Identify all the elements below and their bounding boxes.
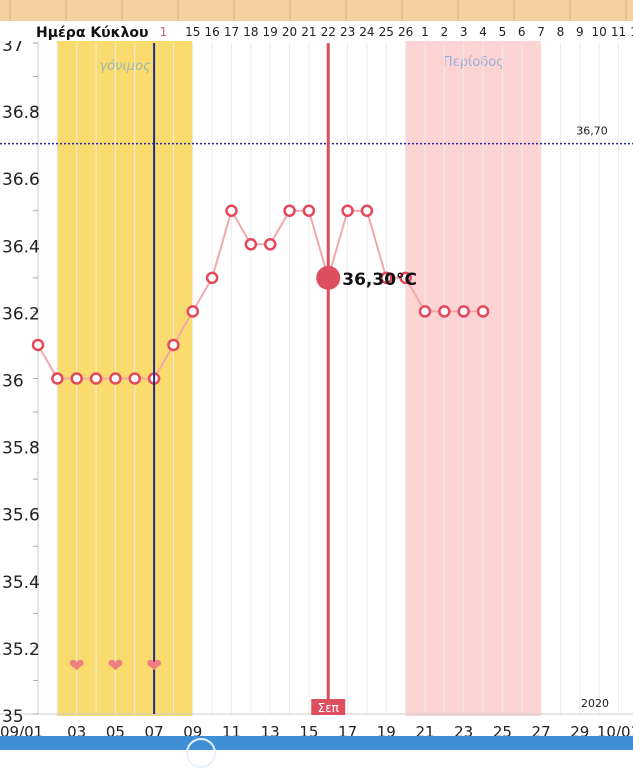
- heart-icon: ❤: [146, 655, 162, 677]
- cycle-day-number: 24: [359, 25, 374, 39]
- cycle-day-number: 23: [340, 25, 355, 39]
- temperature-point[interactable]: [418, 305, 432, 318]
- home-icon[interactable]: [186, 738, 216, 768]
- heart-icon: ❤: [107, 655, 123, 677]
- cycle-day-number: 22: [321, 25, 336, 39]
- temperature-point[interactable]: [263, 238, 277, 251]
- y-tick-label: 36.8: [2, 103, 40, 123]
- y-tick-label: 35.8: [2, 439, 40, 459]
- bottom-nav-bar: [0, 736, 633, 768]
- cycle-day-number: 2: [441, 25, 449, 39]
- temperature-point[interactable]: [205, 271, 219, 285]
- temperature-point[interactable]: [70, 372, 83, 385]
- fertile-window-label: γόνιμος: [99, 59, 151, 74]
- selected-point-label: 36,30°C: [342, 270, 417, 290]
- cycle-day-number: 3: [460, 25, 468, 39]
- cycle-day-number: 7: [537, 25, 545, 39]
- temperature-point[interactable]: [186, 305, 200, 318]
- y-tick-label: 36.6: [2, 170, 40, 190]
- temperature-point[interactable]: [283, 204, 296, 217]
- temperature-point[interactable]: [89, 372, 103, 385]
- temperature-point[interactable]: [341, 204, 354, 217]
- selected-point[interactable]: [316, 265, 341, 290]
- y-tick-label: 35: [2, 707, 24, 727]
- temperature-point[interactable]: [438, 305, 451, 318]
- temperature-point[interactable]: [51, 372, 64, 385]
- cycle-day-number: 18: [243, 25, 258, 39]
- bbt-chart[interactable]: γόνιμος Περίοδος 3535.235.435.635.83636.2…: [0, 0, 633, 750]
- temperature-point[interactable]: [225, 204, 238, 217]
- y-tick-label: 35.4: [2, 573, 40, 593]
- cycle-day-number: 9: [576, 25, 584, 39]
- coverline-label: 36,70: [576, 125, 608, 138]
- cycle-day-number: 4: [479, 25, 487, 39]
- temperature-point[interactable]: [128, 372, 141, 385]
- cycle-day-number: 19: [263, 25, 278, 39]
- temperature-point[interactable]: [244, 238, 258, 251]
- cycle-day-number: 16: [205, 25, 220, 39]
- y-tick-label: 36.4: [2, 237, 40, 257]
- cycle-day-number: 10: [592, 25, 607, 39]
- temperature-point[interactable]: [399, 271, 412, 285]
- cycle-day-number: 12: [630, 25, 633, 39]
- y-tick-label: 36: [2, 372, 24, 392]
- cycle-day-row: [0, 21, 633, 41]
- temperature-point[interactable]: [380, 271, 393, 285]
- year-label: 2020: [581, 697, 609, 710]
- cycle-day-number: 1: [160, 25, 168, 39]
- temperature-point[interactable]: [167, 338, 180, 352]
- temperature-point[interactable]: [109, 372, 122, 385]
- cycle-day-number: 20: [282, 25, 297, 39]
- cycle-day-number: 1: [421, 25, 429, 39]
- cycle-day-label: Ημέρα Κύκλου: [36, 25, 149, 41]
- y-tick-label: 35.2: [2, 640, 40, 660]
- cycle-day-number: 26: [398, 25, 413, 39]
- header-background: [0, 0, 633, 21]
- temperature-point[interactable]: [302, 204, 316, 217]
- temperature-point[interactable]: [360, 204, 374, 217]
- cycle-day-number: 21: [301, 25, 316, 39]
- period-band: [405, 41, 541, 716]
- temperature-point[interactable]: [31, 338, 45, 352]
- cycle-day-number: 15: [185, 25, 200, 39]
- cycle-day-number: 17: [224, 25, 239, 39]
- cycle-day-number: 8: [557, 25, 565, 39]
- cycle-day-number: 5: [499, 25, 507, 39]
- period-label: Περίοδος: [443, 55, 504, 70]
- cycle-day-number: 25: [379, 25, 394, 39]
- cycle-day-number: 11: [611, 25, 626, 39]
- heart-icon: ❤: [69, 655, 85, 677]
- selected-day-marker[interactable]: [311, 699, 346, 715]
- y-tick-label: 35.6: [2, 506, 40, 526]
- temperature-point[interactable]: [457, 305, 470, 318]
- y-tick-label: 36.2: [2, 304, 40, 324]
- selected-day-marker-label: Σεπ: [318, 701, 339, 715]
- cycle-day-number: 6: [518, 25, 526, 39]
- temperature-point[interactable]: [476, 305, 490, 318]
